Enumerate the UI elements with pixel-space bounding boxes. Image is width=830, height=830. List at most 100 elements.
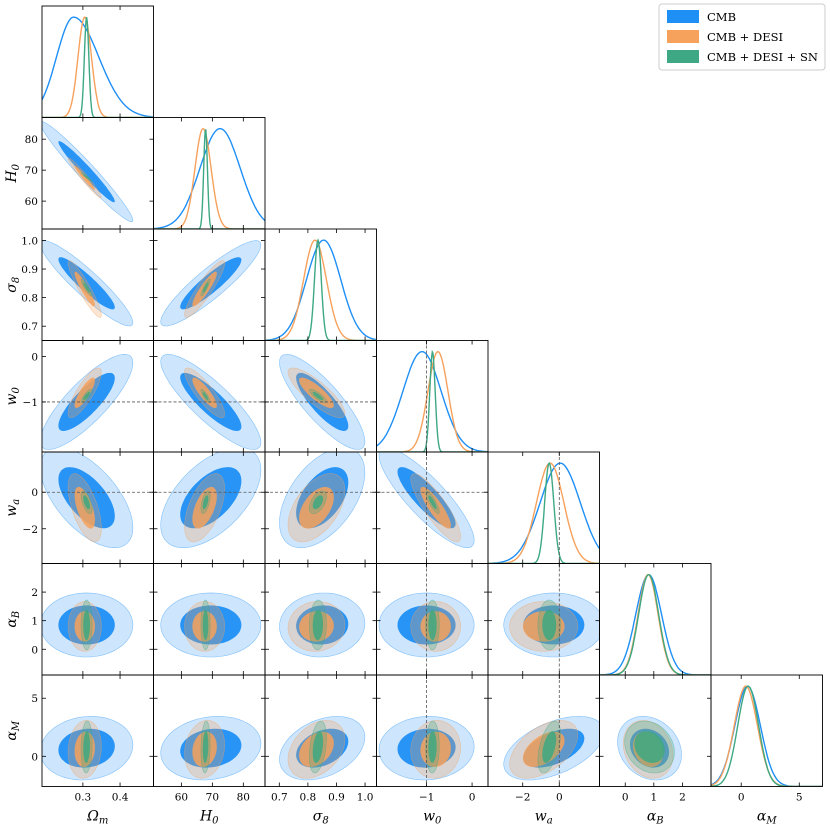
panel-ab-vs-w0 bbox=[378, 563, 475, 675]
marginal-curve-cmb-desi-sn bbox=[599, 574, 711, 675]
x-tick-label: 0.7 bbox=[271, 792, 288, 804]
contour-cmb-desi-sn-inner bbox=[428, 495, 437, 510]
contour-cmb-desi-sn-inner bbox=[312, 391, 324, 401]
x-tick-label: 0.4 bbox=[112, 792, 129, 804]
panel-frame bbox=[599, 563, 712, 676]
panel-ab-vs-s8 bbox=[279, 592, 366, 658]
x-tick-label: 0.8 bbox=[300, 792, 317, 804]
legend-swatch-cmb bbox=[667, 10, 699, 23]
marginal-curve-cmb-desi-sn bbox=[488, 461, 600, 564]
x-axis-label-s8: σ8 bbox=[313, 809, 329, 827]
y-axis-label-h0: H0 bbox=[4, 163, 22, 183]
y-tick-label: 1 bbox=[31, 616, 38, 628]
panel-h0-vs-om bbox=[42, 121, 134, 223]
contour-cmb-desi-sn-inner bbox=[312, 495, 324, 510]
x-tick-label: 5 bbox=[796, 792, 803, 804]
x-tick-label: 1 bbox=[650, 792, 657, 804]
marginal-curve-cmb-desi-sn bbox=[265, 238, 377, 341]
legend-swatch-cmb-desi-sn bbox=[667, 50, 699, 63]
panel-am-vs-om bbox=[42, 716, 134, 781]
contour-cmb-inner bbox=[58, 141, 115, 203]
marginal-panel-h0 bbox=[153, 127, 265, 229]
contour-cmb-desi-sn-inner bbox=[83, 282, 90, 293]
marginal-curve-cmb-desi-sn bbox=[711, 685, 823, 787]
panel-ab-vs-h0 bbox=[160, 592, 262, 658]
y-tick-label: 0 bbox=[31, 644, 38, 656]
panel-ab-vs-wa bbox=[503, 563, 600, 675]
contour-cmb-desi-inner bbox=[74, 377, 95, 409]
panel-wa-vs-h0 bbox=[153, 452, 265, 548]
contour-cmb-desi-sn-inner bbox=[428, 731, 437, 763]
contour-cmb-inner bbox=[58, 257, 115, 310]
legend-box bbox=[658, 3, 826, 71]
contour-cmb-desi-inner bbox=[74, 486, 95, 529]
x-tick-label: 0.3 bbox=[75, 792, 92, 804]
marginal-curve-cmb bbox=[42, 16, 154, 118]
x-tick-label: 80 bbox=[237, 792, 250, 804]
y-tick-label: −1 bbox=[23, 397, 38, 409]
panel-am-vs-w0 bbox=[378, 675, 475, 787]
y-tick-label: 1.0 bbox=[21, 235, 38, 247]
x-tick-label: 0 bbox=[738, 792, 745, 804]
panel-w0-vs-s8 bbox=[265, 354, 377, 450]
marginal-panel-am bbox=[711, 685, 823, 787]
x-tick-label: 2 bbox=[679, 792, 686, 804]
panel-s8-vs-om bbox=[42, 240, 134, 327]
y-tick-label: 0 bbox=[31, 751, 38, 763]
panel-frame bbox=[710, 674, 823, 787]
panel-wa-vs-om bbox=[42, 452, 154, 548]
x-tick-label: 0.9 bbox=[328, 792, 345, 804]
contour-cmb-desi-sn-inner bbox=[428, 609, 437, 641]
y-axis-label-ab: αB bbox=[4, 611, 22, 628]
marginal-curve-cmb-desi-sn bbox=[376, 349, 488, 452]
y-tick-label: 0.8 bbox=[21, 293, 38, 305]
x-axis-label-h0: H0 bbox=[199, 809, 219, 827]
y-axis-label-wa: wa bbox=[4, 499, 22, 517]
y-axis-label-s8: σ8 bbox=[4, 277, 22, 293]
y-tick-label: 0 bbox=[31, 351, 38, 363]
contour-cmb-desi-sn-inner bbox=[202, 282, 209, 293]
x-tick-label: 1.0 bbox=[357, 792, 374, 804]
legend-swatch-cmb-desi bbox=[667, 30, 699, 43]
x-axis-label-wa: wa bbox=[535, 809, 553, 827]
contour-cmb-desi-sn-inner bbox=[202, 731, 209, 763]
panel-ab-vs-om bbox=[42, 592, 134, 658]
panel-frame bbox=[264, 228, 377, 341]
y-tick-label: 2 bbox=[31, 587, 38, 599]
y-tick-label: 70 bbox=[25, 165, 38, 177]
contour-cmb-desi-sn-inner bbox=[83, 731, 90, 763]
y-axis-label-w0: w0 bbox=[4, 386, 22, 405]
marginal-curve-cmb bbox=[153, 127, 265, 229]
y-axis-label-am: αM bbox=[4, 720, 22, 740]
x-tick-label: −1 bbox=[419, 792, 434, 804]
contour-cmb-desi-sn-inner bbox=[83, 495, 90, 510]
marginal-curve-cmb-desi-sn bbox=[153, 129, 265, 229]
contour-cmb-desi-sn-inner bbox=[83, 609, 90, 641]
marginal-curve-cmb bbox=[599, 574, 711, 675]
x-axis-label-am: αM bbox=[757, 809, 777, 827]
marginal-curve-cmb bbox=[265, 239, 377, 341]
contour-cmb-inner bbox=[58, 372, 115, 431]
contour-cmb-desi-sn-inner bbox=[634, 731, 665, 763]
x-tick-label: 0 bbox=[622, 792, 629, 804]
x-axis-label-w0: w0 bbox=[423, 809, 442, 827]
y-tick-label: 0 bbox=[31, 487, 38, 499]
panel-wa-vs-w0 bbox=[376, 452, 488, 564]
y-tick-label: 5 bbox=[31, 693, 38, 705]
marginal-panel-s8 bbox=[265, 238, 377, 341]
panel-am-vs-s8 bbox=[279, 716, 366, 781]
legend: CMB CMB + DESI CMB + DESI + SN bbox=[658, 3, 826, 71]
legend-label-cmb-desi-sn: CMB + DESI + SN bbox=[707, 50, 818, 64]
marginal-panel-ab bbox=[599, 573, 711, 675]
contour-cmb-desi-sn-inner bbox=[83, 391, 90, 401]
panel-wa-vs-s8 bbox=[265, 452, 377, 549]
panel-am-vs-h0 bbox=[160, 716, 262, 781]
marginal-panel-w0 bbox=[376, 340, 488, 452]
y-tick-label: 60 bbox=[25, 196, 38, 208]
x-tick-label: 60 bbox=[175, 792, 188, 804]
panel-w0-vs-h0 bbox=[153, 354, 265, 450]
marginal-curve-cmb-desi bbox=[376, 350, 488, 452]
contour-cmb-desi-inner bbox=[74, 165, 95, 191]
contour-cmb-desi-sn-inner bbox=[542, 731, 557, 763]
